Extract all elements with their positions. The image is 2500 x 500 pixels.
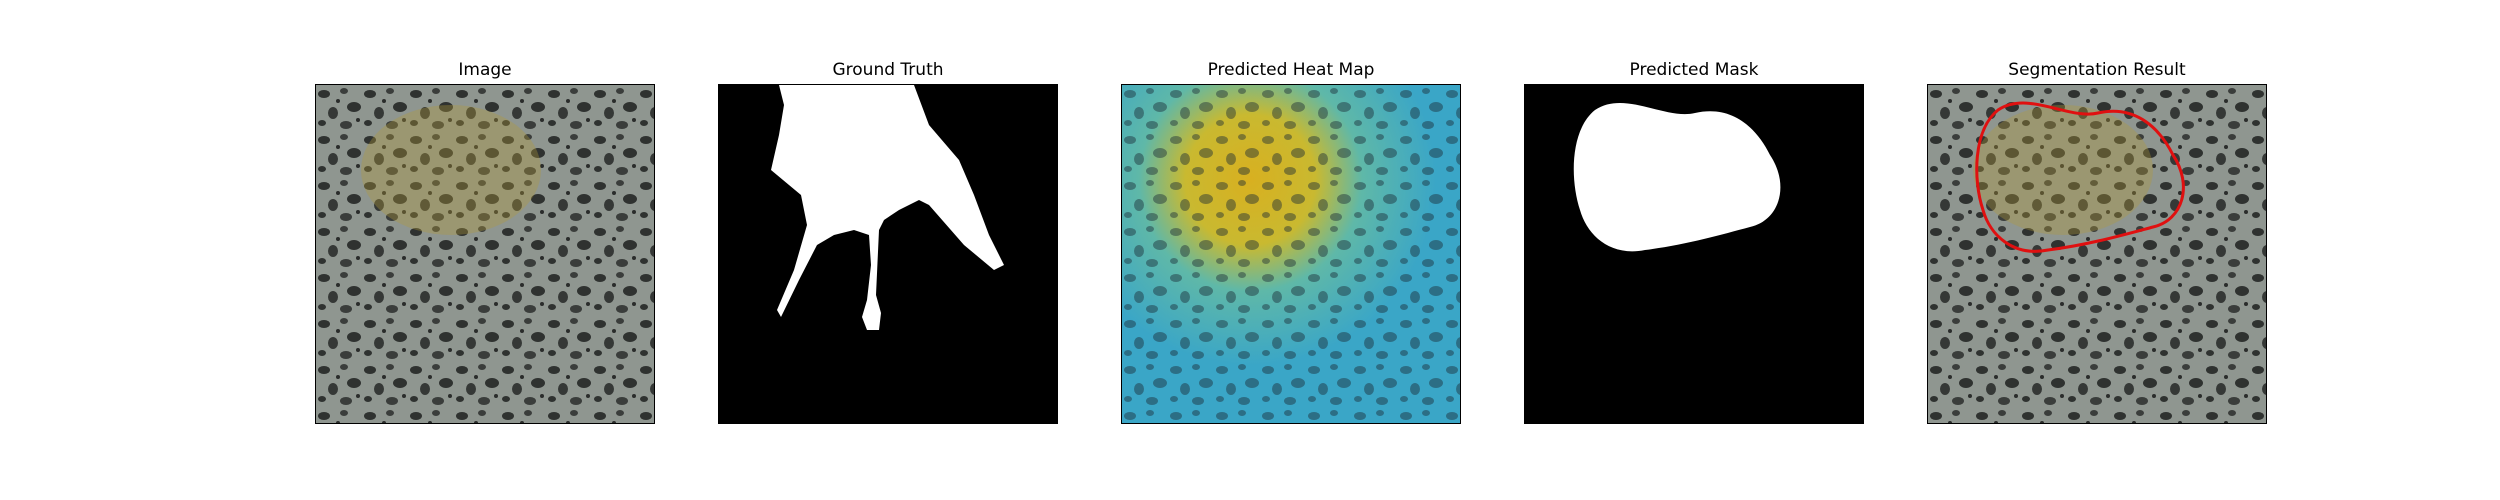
panel-image: Image (315, 0, 655, 500)
segmentation-frame (1927, 84, 2267, 424)
panel-segmentation-result: Segmentation Result (1927, 0, 2267, 500)
heat-map-frame (1121, 84, 1461, 424)
source-image (316, 85, 654, 423)
panel-predicted-mask: Predicted Mask (1524, 0, 1864, 500)
panel-title-image: Image (458, 60, 512, 80)
segmentation-contour (1975, 101, 2185, 253)
image-frame (315, 84, 655, 424)
panel-title-predicted-mask: Predicted Mask (1629, 60, 1759, 80)
ground-truth-region (771, 85, 1004, 330)
panel-heat-map: Predicted Heat Map (1121, 0, 1461, 500)
ground-truth-frame (718, 84, 1058, 424)
segmentation-result (1928, 85, 2266, 423)
panel-title-heat-map: Predicted Heat Map (1207, 60, 1375, 80)
predicted-mask (1525, 85, 1863, 423)
predicted-mask-frame (1524, 84, 1864, 424)
panel-title-ground-truth: Ground Truth (832, 60, 944, 80)
panel-ground-truth: Ground Truth (718, 0, 1058, 500)
predicted-mask-region (1573, 103, 1781, 252)
ground-truth-mask (719, 85, 1057, 423)
heat-map (1122, 85, 1460, 423)
panel-title-segmentation-result: Segmentation Result (2008, 60, 2186, 80)
